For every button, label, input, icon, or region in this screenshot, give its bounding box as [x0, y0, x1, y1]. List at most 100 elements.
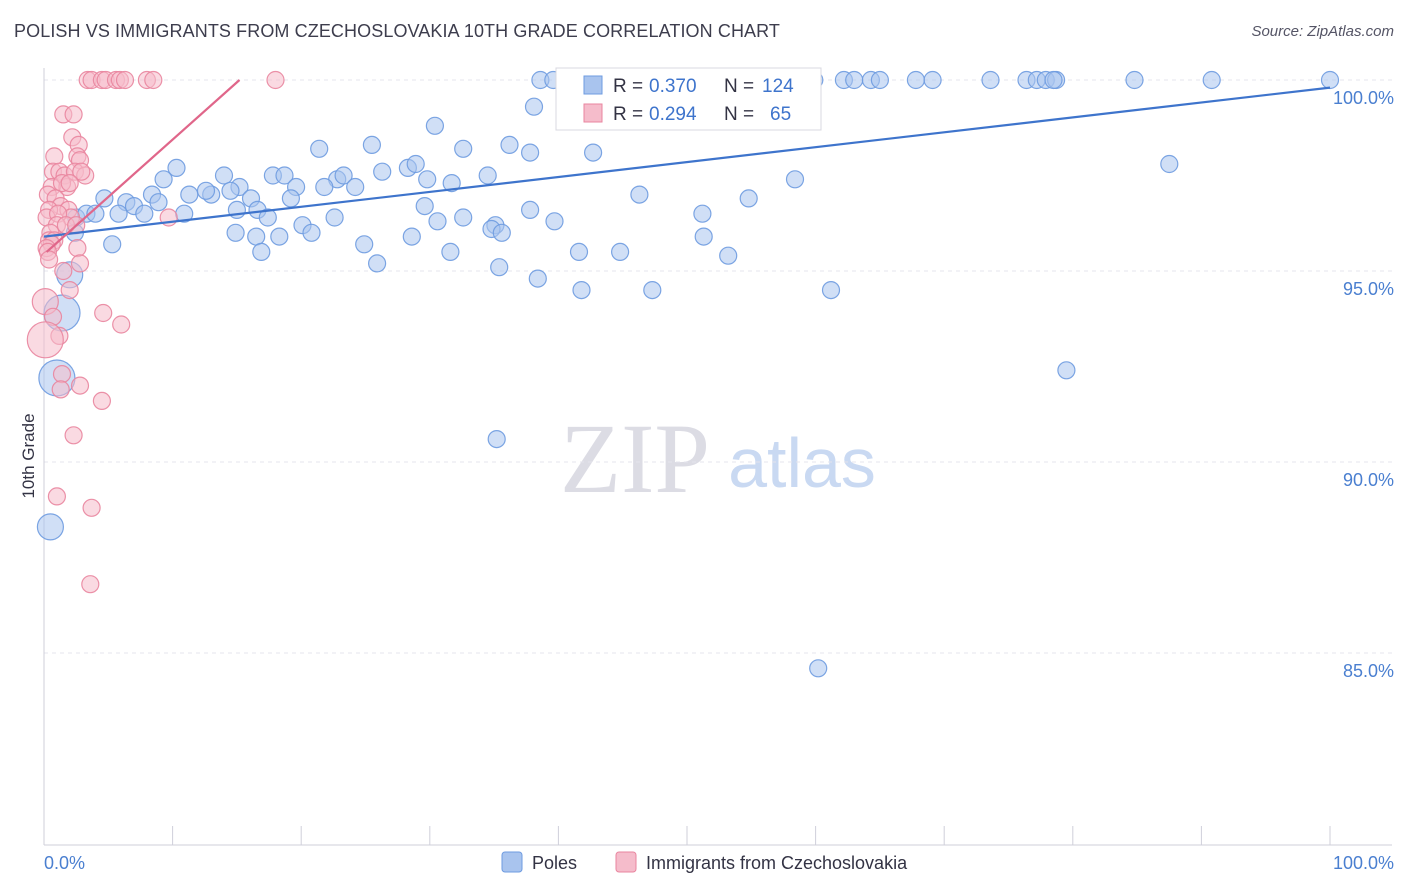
point-poles — [478, 166, 497, 185]
point-poles — [545, 212, 564, 231]
point-poles — [1125, 70, 1144, 90]
point-poles — [252, 242, 271, 261]
point-poles — [36, 513, 65, 541]
point-poles — [428, 212, 447, 231]
point-poles — [694, 227, 713, 246]
point-poles — [355, 235, 374, 254]
point-czech — [26, 321, 64, 359]
point-poles — [870, 70, 890, 90]
point-poles — [109, 204, 128, 223]
point-czech — [68, 239, 87, 258]
stats-n-value-poles: 124 — [762, 76, 794, 97]
point-poles — [406, 154, 425, 174]
point-poles — [368, 254, 387, 273]
point-poles — [154, 170, 173, 189]
stats-r-value-poles: 0.370 — [649, 76, 697, 97]
legend-swatch-poles — [501, 851, 523, 873]
point-poles — [1160, 154, 1179, 174]
legend-label-czech: Immigrants from Czechoslovakia — [646, 853, 908, 873]
stats-r-value-czech: 0.294 — [649, 104, 697, 125]
point-poles — [95, 189, 114, 208]
point-czech — [266, 70, 285, 90]
legend-label-poles: Poles — [532, 853, 577, 873]
point-czech — [64, 426, 83, 445]
y-axis-title: 10th Grade — [19, 413, 38, 498]
point-poles — [270, 227, 289, 246]
stats-n-value-czech: 65 — [770, 104, 791, 125]
point-poles — [302, 223, 321, 242]
point-poles — [103, 235, 122, 254]
point-czech — [51, 380, 70, 399]
point-poles — [86, 204, 105, 223]
point-poles — [1057, 361, 1076, 380]
point-czech — [60, 281, 79, 300]
point-czech — [72, 162, 91, 181]
point-poles — [281, 189, 300, 208]
point-poles — [739, 189, 758, 208]
chart-title: POLISH VS IMMIGRANTS FROM CZECHOSLOVAKIA… — [14, 21, 781, 41]
y-tick-label: 100.0% — [1333, 88, 1394, 108]
point-czech — [54, 261, 73, 281]
series-legend: Poles Immigrants from Czechoslovakia — [501, 851, 908, 873]
point-czech — [70, 376, 90, 395]
point-czech — [47, 487, 67, 506]
x-axis-ticks — [172, 826, 1331, 845]
point-poles — [643, 281, 662, 300]
point-poles — [1202, 70, 1221, 90]
point-poles — [583, 143, 603, 162]
point-poles — [524, 97, 544, 116]
point-poles — [325, 208, 344, 227]
point-poles — [442, 174, 461, 193]
point-czech — [82, 498, 101, 517]
legend-swatch-czech — [615, 851, 637, 873]
point-poles — [693, 204, 712, 223]
point-czech — [115, 70, 135, 90]
point-czech — [64, 105, 83, 124]
source-label: Source: ZipAtlas.com — [1251, 23, 1394, 40]
point-poles — [441, 242, 460, 261]
stats-n-label-czech: N = — [724, 104, 754, 125]
trendline-czech — [45, 79, 241, 253]
point-poles — [809, 659, 828, 678]
point-poles — [981, 70, 1000, 90]
point-poles — [630, 185, 649, 204]
point-poles — [572, 281, 591, 300]
point-poles — [226, 223, 245, 242]
point-poles — [425, 116, 444, 135]
point-czech — [39, 250, 59, 269]
series-poles — [36, 70, 1340, 678]
stats-r-label-poles: R = — [613, 76, 643, 97]
point-poles — [258, 208, 277, 227]
point-poles — [719, 246, 738, 265]
y-tick-label: 95.0% — [1343, 279, 1394, 299]
point-poles — [845, 70, 864, 90]
point-poles — [221, 181, 240, 200]
point-poles — [362, 135, 381, 154]
point-poles — [1044, 70, 1063, 90]
point-czech — [94, 303, 113, 323]
point-czech — [52, 365, 72, 384]
point-poles — [310, 139, 329, 158]
point-poles — [785, 170, 805, 189]
point-czech — [70, 254, 90, 273]
trendline-poles — [43, 86, 1331, 238]
point-poles — [373, 162, 392, 181]
x-tick-label-min: 0.0% — [44, 853, 85, 873]
point-poles — [821, 281, 841, 300]
point-poles — [196, 181, 216, 200]
point-poles — [492, 223, 511, 242]
point-poles — [418, 170, 437, 189]
point-poles — [906, 70, 926, 90]
watermark-zip: ZIP — [560, 403, 710, 514]
point-poles — [315, 177, 334, 197]
point-poles — [610, 242, 630, 261]
point-poles — [569, 242, 589, 261]
point-poles — [167, 158, 186, 177]
gridlines — [44, 79, 1392, 654]
point-poles — [490, 258, 509, 277]
y-tick-label: 90.0% — [1343, 470, 1394, 490]
stats-swatch-poles — [583, 75, 603, 95]
y-tick-label: 85.0% — [1343, 661, 1394, 681]
point-poles — [487, 430, 506, 449]
point-poles — [520, 143, 540, 162]
